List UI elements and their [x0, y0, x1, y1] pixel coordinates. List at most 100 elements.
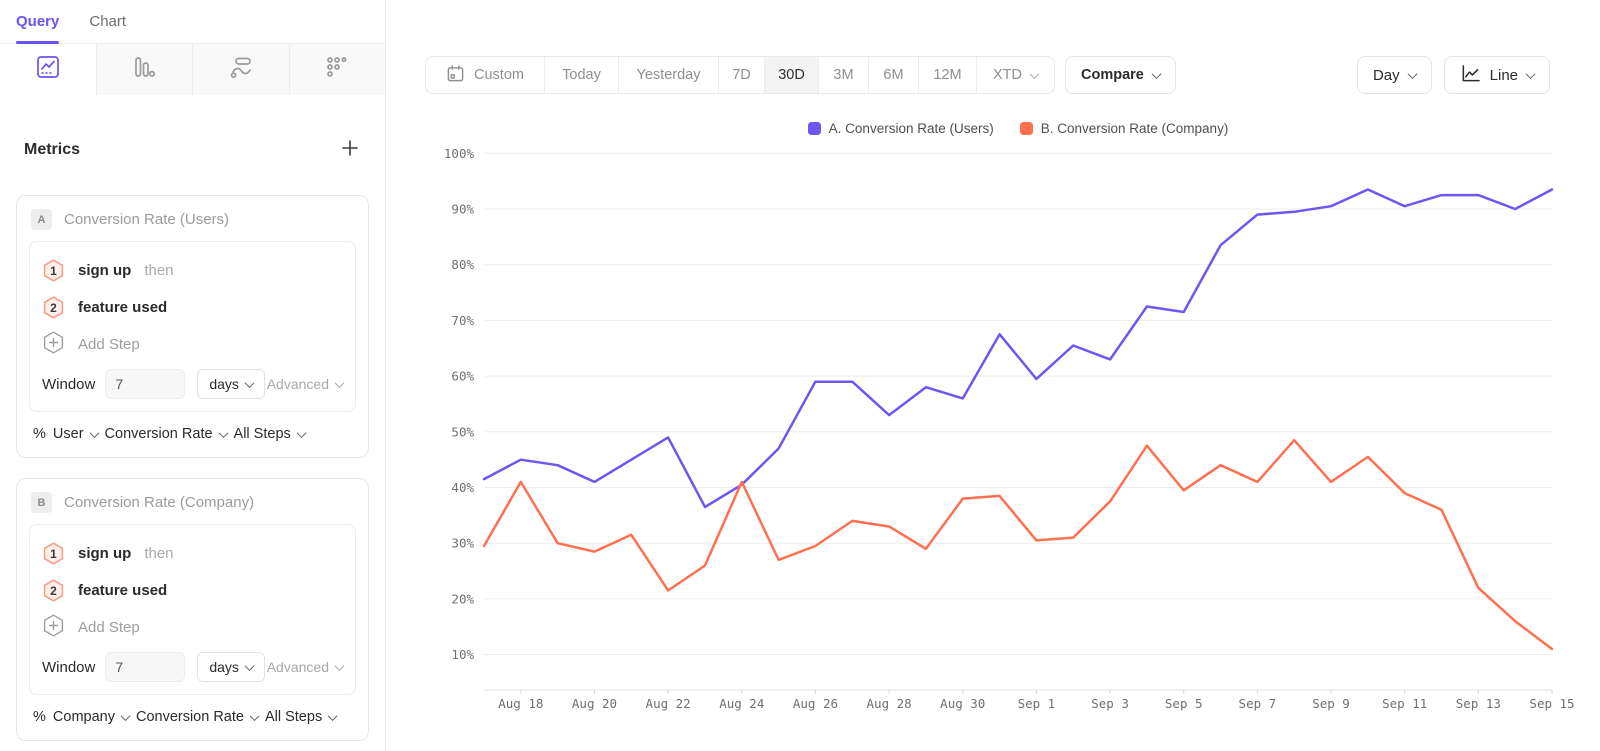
metrics-title: Metrics — [24, 141, 81, 158]
chevron-down-icon — [1029, 68, 1040, 79]
svg-text:80%: 80% — [451, 257, 474, 272]
tab-query[interactable]: Query — [16, 0, 60, 44]
chevron-down-icon — [244, 660, 255, 671]
chart-type-dropdown[interactable]: Line — [1443, 56, 1550, 94]
svg-text:50%: 50% — [451, 424, 474, 439]
step-row-1[interactable]: 1 sign up then — [42, 535, 343, 572]
chevron-down-icon — [296, 427, 307, 438]
measure-row: % Company Conversion Rate All Steps — [17, 695, 368, 740]
steps-scope-dropdown[interactable]: All Steps — [265, 709, 338, 725]
svg-text:Sep 11: Sep 11 — [1382, 696, 1427, 711]
advanced-dropdown[interactable]: Advanced — [267, 376, 345, 392]
series-a-swatch — [807, 122, 821, 135]
chevron-down-icon — [1407, 68, 1418, 79]
chevron-down-icon — [334, 377, 345, 388]
chart-panel: Custom Today Yesterday 7D 30D 3M 6M 12M … — [386, 0, 1600, 751]
percent-icon: % — [33, 709, 46, 725]
add-step-button[interactable]: Add Step — [42, 609, 343, 646]
step-event-name: feature used — [78, 299, 168, 316]
step-event-name: sign up — [78, 262, 132, 279]
granularity-dropdown[interactable]: Day — [1356, 56, 1432, 94]
tab-chart[interactable]: Chart — [89, 13, 127, 30]
svg-text:Sep 5: Sep 5 — [1165, 696, 1203, 711]
query-sidebar: Query Chart — [0, 0, 386, 751]
step-row-2[interactable]: 2 feature used — [42, 572, 343, 609]
step-row-2[interactable]: 2 feature used — [42, 289, 343, 326]
date-range-3m[interactable]: 3M — [818, 57, 868, 93]
svg-text:30%: 30% — [451, 536, 474, 551]
svg-text:60%: 60% — [451, 369, 474, 384]
flows-icon — [229, 55, 253, 84]
step-connector: then — [144, 545, 174, 562]
svg-text:Aug 24: Aug 24 — [719, 696, 764, 711]
date-range-7d[interactable]: 7D — [718, 57, 764, 93]
window-label: Window — [42, 658, 96, 676]
svg-text:Sep 7: Sep 7 — [1239, 696, 1277, 711]
chevron-down-icon — [244, 377, 255, 388]
date-range-custom[interactable]: Custom — [426, 57, 544, 93]
step-event-name: feature used — [78, 582, 168, 599]
line-chart[interactable]: 100% 90% 80% 70% 60% 50% 40% 30% 20% 10% Aug 18 Aug… — [386, 140, 1600, 740]
svg-text:Sep 13: Sep 13 — [1456, 696, 1501, 711]
window-row: Window days Advanced — [42, 369, 345, 399]
calendar-icon — [446, 64, 465, 87]
window-value-input[interactable] — [105, 652, 186, 682]
insights-icon — [36, 55, 60, 84]
date-range-control: Custom Today Yesterday 7D 30D 3M 6M 12M … — [425, 56, 1055, 94]
legend-item-series-b[interactable]: B. Conversion Rate (Company) — [1019, 121, 1228, 136]
percent-icon: % — [33, 426, 46, 442]
metric-card-a-header[interactable]: A Conversion Rate (Users) — [17, 196, 368, 241]
add-metric-button[interactable] — [339, 139, 361, 161]
advanced-dropdown[interactable]: Advanced — [267, 659, 345, 675]
metric-card-b-header[interactable]: B Conversion Rate (Company) — [17, 479, 368, 524]
report-tab-funnels[interactable] — [95, 44, 192, 95]
date-range-today[interactable]: Today — [544, 57, 618, 93]
date-range-yesterday[interactable]: Yesterday — [618, 57, 718, 93]
legend-item-series-a[interactable]: A. Conversion Rate (Users) — [807, 121, 994, 136]
metric-type-dropdown[interactable]: Conversion Rate — [136, 709, 260, 725]
entity-dropdown[interactable]: Company — [53, 709, 131, 725]
chevron-down-icon — [327, 710, 338, 721]
svg-text:Sep 1: Sep 1 — [1018, 696, 1056, 711]
svg-text:Aug 18: Aug 18 — [498, 696, 543, 711]
svg-text:10%: 10% — [451, 647, 474, 662]
svg-text:Aug 22: Aug 22 — [646, 696, 691, 711]
window-unit-dropdown[interactable]: days — [197, 652, 265, 682]
metric-title: Conversion Rate (Company) — [64, 494, 255, 511]
entity-dropdown[interactable]: User — [53, 426, 99, 442]
compare-button[interactable]: Compare — [1065, 56, 1176, 94]
metric-badge: A — [31, 209, 52, 230]
add-step-icon — [42, 331, 65, 358]
window-label: Window — [42, 375, 96, 393]
step-badge: 2 — [42, 579, 65, 602]
date-range-12m[interactable]: 12M — [918, 57, 976, 93]
report-tab-insights[interactable] — [0, 44, 96, 95]
steps-panel: 1 sign up then 2 feature used A — [29, 241, 356, 412]
svg-text:100%: 100% — [444, 146, 475, 161]
date-range-30d[interactable]: 30D — [764, 57, 818, 93]
steps-scope-dropdown[interactable]: All Steps — [234, 426, 307, 442]
retention-icon — [325, 55, 349, 84]
measure-row: % User Conversion Rate All Steps — [17, 412, 368, 457]
report-tab-flows[interactable] — [192, 44, 289, 95]
step-row-1[interactable]: 1 sign up then — [42, 252, 343, 289]
date-range-xtd[interactable]: XTD — [976, 57, 1054, 93]
line-chart-icon — [1460, 63, 1481, 88]
svg-text:Aug 26: Aug 26 — [793, 696, 838, 711]
add-step-button[interactable]: Add Step — [42, 326, 343, 363]
series-b-swatch — [1019, 122, 1033, 135]
metric-type-dropdown[interactable]: Conversion Rate — [105, 426, 228, 442]
report-tab-retention[interactable] — [288, 44, 385, 95]
svg-text:Sep 3: Sep 3 — [1091, 696, 1129, 711]
window-unit-dropdown[interactable]: days — [197, 369, 265, 399]
chevron-down-icon — [89, 427, 99, 438]
chevron-down-icon — [334, 660, 345, 671]
svg-text:Aug 30: Aug 30 — [940, 696, 985, 711]
date-range-6m[interactable]: 6M — [868, 57, 918, 93]
chevron-down-icon — [218, 427, 228, 438]
svg-text:Aug 20: Aug 20 — [572, 696, 617, 711]
metric-card-b: B Conversion Rate (Company) 1 sign up th… — [16, 478, 369, 741]
window-value-input[interactable] — [105, 369, 186, 399]
step-badge: 1 — [42, 259, 65, 282]
